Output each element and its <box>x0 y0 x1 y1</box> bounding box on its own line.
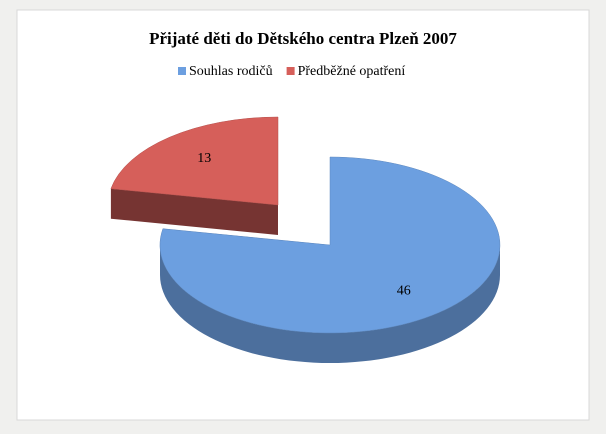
legend: Souhlas rodičů Předběžné opatření <box>178 64 405 79</box>
slice-face <box>110 188 279 235</box>
legend-label: Předběžné opatření <box>298 64 406 79</box>
legend-swatch <box>286 67 295 75</box>
pie: 46 13 <box>110 116 501 363</box>
data-label: 46 <box>397 283 411 298</box>
legend-label: Souhlas rodičů <box>189 64 273 79</box>
slice <box>110 116 279 206</box>
chart-title: Přijaté děti do Dětského centra Plzeň 20… <box>149 29 457 48</box>
slice <box>159 156 501 334</box>
legend-swatch <box>178 67 186 75</box>
slice-wall <box>160 245 500 363</box>
data-label: 13 <box>197 151 211 166</box>
